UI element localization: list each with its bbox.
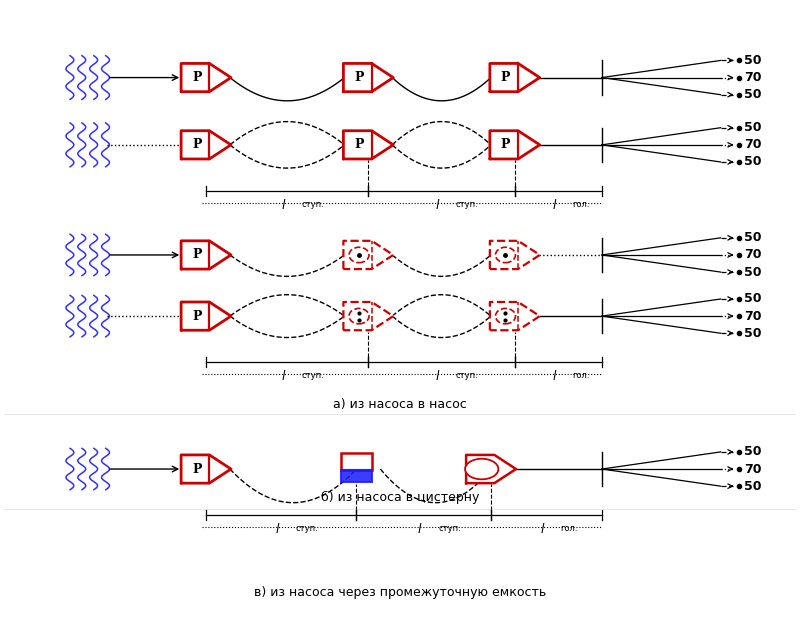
Polygon shape bbox=[181, 455, 231, 483]
Text: 50: 50 bbox=[744, 327, 762, 340]
Polygon shape bbox=[343, 241, 394, 269]
Text: $\it{l}$: $\it{l}$ bbox=[552, 198, 557, 212]
Text: P: P bbox=[192, 71, 202, 84]
Text: $\it{l}$: $\it{l}$ bbox=[417, 522, 422, 536]
Text: гол.: гол. bbox=[561, 524, 578, 533]
Text: P: P bbox=[354, 71, 364, 84]
Text: 50: 50 bbox=[744, 231, 762, 244]
Text: 50: 50 bbox=[744, 480, 762, 493]
Text: гол.: гол. bbox=[573, 200, 590, 209]
Polygon shape bbox=[181, 63, 231, 92]
Text: ступ.: ступ. bbox=[456, 200, 478, 209]
Text: $\it{l}$: $\it{l}$ bbox=[281, 370, 286, 383]
Polygon shape bbox=[490, 302, 540, 330]
Text: ступ.: ступ. bbox=[302, 200, 324, 209]
Text: $\it{l}$: $\it{l}$ bbox=[274, 522, 280, 536]
Text: $\it{l}$: $\it{l}$ bbox=[552, 370, 557, 383]
Text: 70: 70 bbox=[744, 249, 762, 262]
Text: 70: 70 bbox=[744, 309, 762, 322]
Text: P: P bbox=[501, 71, 510, 84]
Polygon shape bbox=[490, 241, 540, 269]
Text: ступ.: ступ. bbox=[456, 371, 478, 380]
Text: 50: 50 bbox=[744, 54, 762, 67]
Text: 70: 70 bbox=[744, 463, 762, 476]
Polygon shape bbox=[343, 63, 394, 92]
Polygon shape bbox=[181, 241, 231, 269]
Polygon shape bbox=[343, 131, 394, 159]
Text: 50: 50 bbox=[744, 265, 762, 278]
Text: 50: 50 bbox=[744, 156, 762, 169]
Text: $\it{l}$: $\it{l}$ bbox=[281, 198, 286, 212]
FancyBboxPatch shape bbox=[341, 453, 372, 470]
Text: P: P bbox=[501, 138, 510, 151]
Polygon shape bbox=[343, 302, 394, 330]
Polygon shape bbox=[490, 131, 540, 159]
Text: P: P bbox=[354, 138, 364, 151]
Text: в) из насоса через промежуточную емкость: в) из насоса через промежуточную емкость bbox=[254, 586, 546, 599]
Polygon shape bbox=[181, 302, 231, 330]
Text: б) из насоса в цистерну: б) из насоса в цистерну bbox=[321, 490, 479, 503]
Text: P: P bbox=[192, 138, 202, 151]
Polygon shape bbox=[181, 131, 231, 159]
Text: 70: 70 bbox=[744, 138, 762, 151]
Text: 50: 50 bbox=[744, 88, 762, 101]
Text: ступ.: ступ. bbox=[438, 524, 461, 533]
Text: ступ.: ступ. bbox=[295, 524, 318, 533]
Text: гол.: гол. bbox=[573, 371, 590, 380]
Ellipse shape bbox=[465, 459, 498, 479]
Text: $\it{l}$: $\it{l}$ bbox=[540, 522, 546, 536]
Text: P: P bbox=[192, 249, 202, 262]
Text: 50: 50 bbox=[744, 293, 762, 306]
Text: 50: 50 bbox=[744, 445, 762, 458]
Polygon shape bbox=[466, 455, 516, 483]
FancyBboxPatch shape bbox=[341, 470, 372, 482]
Polygon shape bbox=[490, 63, 540, 92]
Text: $\it{l}$: $\it{l}$ bbox=[435, 198, 440, 212]
Text: а) из насоса в насос: а) из насоса в насос bbox=[333, 398, 467, 411]
Text: P: P bbox=[192, 463, 202, 476]
Text: ступ.: ступ. bbox=[302, 371, 324, 380]
Text: $\it{l}$: $\it{l}$ bbox=[435, 370, 440, 383]
Text: 70: 70 bbox=[744, 71, 762, 84]
Text: 50: 50 bbox=[744, 122, 762, 134]
Text: P: P bbox=[192, 309, 202, 322]
